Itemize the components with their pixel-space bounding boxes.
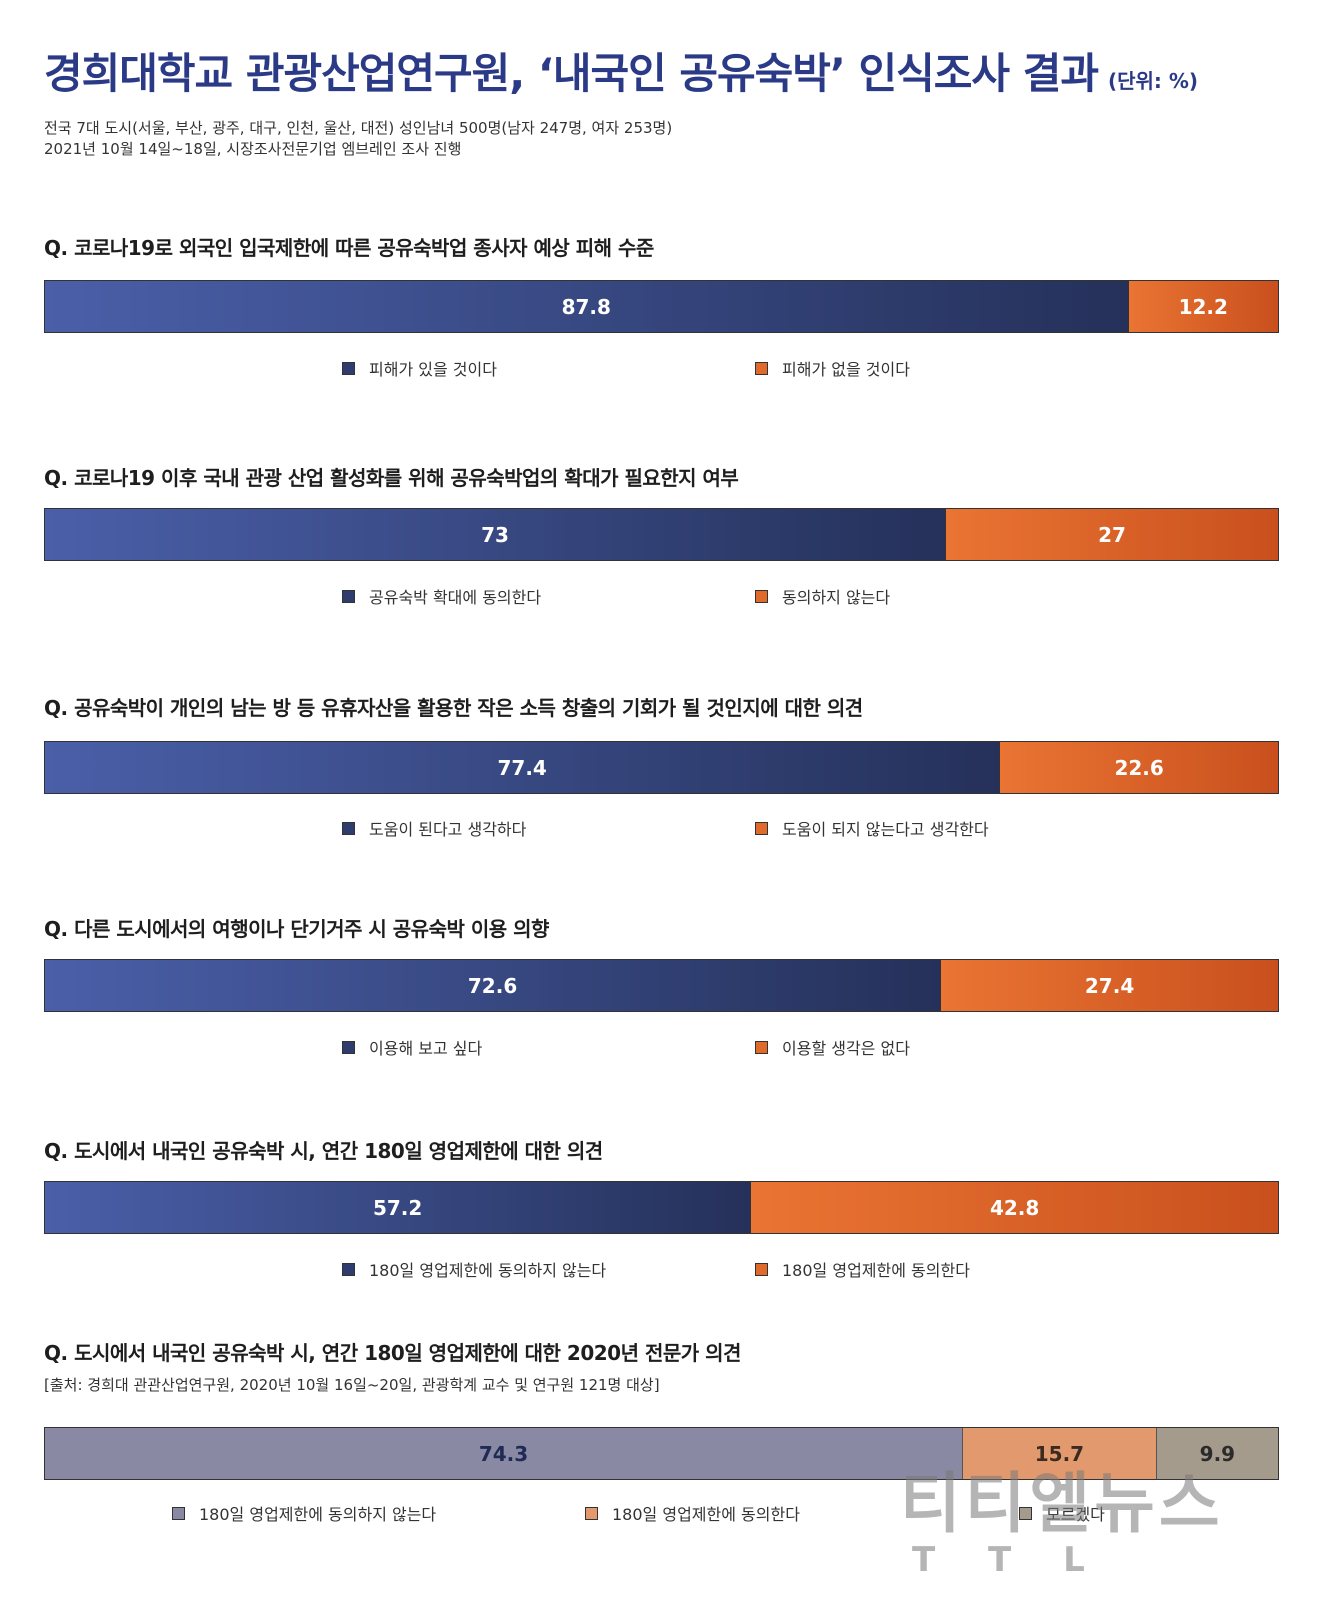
legend-label: 피해가 없을 것이다 bbox=[782, 360, 910, 379]
legend-swatch bbox=[585, 1506, 598, 1520]
question-title: Q. 도시에서 내국인 공유숙박 시, 연간 180일 영업제한에 대한 의견 bbox=[44, 1139, 603, 1163]
legend-swatch bbox=[755, 821, 768, 835]
data-label: 27 bbox=[1098, 522, 1126, 547]
legend-swatch bbox=[342, 1040, 355, 1054]
legend-item: 도움이 되지 않는다고 생각한다 bbox=[755, 816, 989, 840]
legend-item: 180일 영업제한에 동의한다 bbox=[585, 1501, 800, 1525]
watermark-sub: TTL bbox=[912, 1540, 1137, 1580]
survey-meta: 전국 7대 도시(서울, 부산, 광주, 대구, 인천, 울산, 대전) 성인남… bbox=[44, 118, 672, 160]
survey-meta-line2: 2021년 10월 14일~18일, 시장조사전문기업 엠브레인 조사 진행 bbox=[44, 140, 462, 158]
legend-swatch bbox=[342, 589, 355, 603]
stacked-bar: 74.3 15.7 9.9 bbox=[44, 1427, 1279, 1480]
data-label: 42.8 bbox=[989, 1195, 1040, 1220]
legend-swatch bbox=[342, 361, 355, 375]
data-label: 87.8 bbox=[561, 294, 611, 319]
data-label: 15.7 bbox=[1034, 1441, 1085, 1466]
bar-segment: 27.4 bbox=[940, 960, 1278, 1011]
bar-segment: 74.3 bbox=[45, 1428, 963, 1479]
bar-segment: 27 bbox=[945, 509, 1278, 560]
data-label: 27.4 bbox=[1084, 973, 1135, 998]
question-title: Q. 다른 도시에서의 여행이나 단기거주 시 공유숙박 이용 의향 bbox=[44, 917, 549, 941]
legend: 도움이 된다고 생각하다 도움이 되지 않는다고 생각한다 bbox=[44, 816, 1279, 840]
legend-item: 도움이 된다고 생각하다 bbox=[342, 816, 526, 840]
question-title: Q. 코로나19로 외국인 입국제한에 따른 공유숙박업 종사자 예상 피해 수… bbox=[44, 236, 654, 260]
chart-section-5: Q. 도시에서 내국인 공유숙박 시, 연간 180일 영업제한에 대한 의견 … bbox=[44, 1135, 1281, 1280]
unit-label: (단위: %) bbox=[1107, 69, 1199, 93]
chart-section-1: Q. 코로나19로 외국인 입국제한에 따른 공유숙박업 종사자 예상 피해 수… bbox=[44, 232, 1281, 379]
data-label: 72.6 bbox=[467, 973, 518, 998]
stacked-bar: 72.6 27.4 bbox=[44, 959, 1279, 1012]
bar-segment: 9.9 bbox=[1155, 1428, 1278, 1479]
chart-section-2: Q. 코로나19 이후 국내 관광 산업 활성화를 위해 공유숙박업의 확대가 … bbox=[44, 462, 1281, 607]
stacked-bar: 57.2 42.8 bbox=[44, 1181, 1279, 1234]
bar-segment: 72.6 bbox=[45, 960, 941, 1011]
legend-swatch bbox=[342, 821, 355, 835]
chart-section-6: Q. 도시에서 내국인 공유숙박 시, 연간 180일 영업제한에 대한 202… bbox=[44, 1337, 1281, 1524]
legend-item: 이용해 보고 싶다 bbox=[342, 1035, 482, 1059]
legend: 180일 영업제한에 동의하지 않는다 180일 영업제한에 동의한다 모르겠다 bbox=[44, 1501, 1279, 1525]
stacked-bar: 73 27 bbox=[44, 508, 1279, 561]
legend-swatch bbox=[755, 1040, 768, 1054]
bar-segment: 22.6 bbox=[999, 742, 1278, 793]
legend-item: 공유숙박 확대에 동의한다 bbox=[342, 584, 541, 608]
data-label: 22.6 bbox=[1114, 755, 1164, 780]
legend-label: 모르겠다 bbox=[1046, 1505, 1105, 1524]
legend-swatch bbox=[342, 1262, 355, 1276]
data-label: 74.3 bbox=[478, 1441, 529, 1466]
legend-item: 모르겠다 bbox=[1019, 1501, 1105, 1525]
legend-label: 이용해 보고 싶다 bbox=[369, 1039, 483, 1058]
legend-label: 도움이 된다고 생각하다 bbox=[369, 820, 527, 839]
question-title: Q. 도시에서 내국인 공유숙박 시, 연간 180일 영업제한에 대한 202… bbox=[44, 1341, 741, 1365]
legend-item: 동의하지 않는다 bbox=[755, 584, 890, 608]
source-note: [출처: 경희대 관관산업연구원, 2020년 10월 16일~20일, 관광학… bbox=[44, 1376, 660, 1394]
bar-segment: 42.8 bbox=[750, 1182, 1278, 1233]
legend-swatch bbox=[755, 589, 768, 603]
data-label: 77.4 bbox=[497, 755, 547, 780]
legend-swatch bbox=[1019, 1506, 1032, 1520]
data-label: 73 bbox=[481, 522, 509, 547]
legend-swatch bbox=[755, 1262, 768, 1276]
bar-segment: 73 bbox=[45, 509, 946, 560]
question-title: Q. 공유숙박이 개인의 남는 방 등 유휴자산을 활용한 작은 소득 창출의 … bbox=[44, 696, 863, 720]
legend-label: 180일 영업제한에 동의하지 않는다 bbox=[199, 1505, 437, 1524]
legend: 이용해 보고 싶다 이용할 생각은 없다 bbox=[44, 1035, 1279, 1059]
survey-meta-line1: 전국 7대 도시(서울, 부산, 광주, 대구, 인천, 울산, 대전) 성인남… bbox=[44, 119, 673, 137]
legend-label: 180일 영업제한에 동의한다 bbox=[782, 1261, 970, 1280]
bar-segment: 15.7 bbox=[962, 1428, 1156, 1479]
legend-label: 공유숙박 확대에 동의한다 bbox=[369, 588, 542, 607]
legend-label: 180일 영업제한에 동의한다 bbox=[612, 1505, 800, 1524]
legend: 피해가 있을 것이다 피해가 없을 것이다 bbox=[44, 356, 1279, 380]
title-row: 경희대학교 관광산업연구원, ‘내국인 공유숙박’ 인식조사 결과 (단위: %) bbox=[44, 40, 1279, 101]
legend-swatch bbox=[755, 361, 768, 375]
legend-label: 피해가 있을 것이다 bbox=[369, 360, 497, 379]
stacked-bar: 77.4 22.6 bbox=[44, 741, 1279, 794]
question-title: Q. 코로나19 이후 국내 관광 산업 활성화를 위해 공유숙박업의 확대가 … bbox=[44, 466, 739, 490]
legend-item: 이용할 생각은 없다 bbox=[755, 1035, 910, 1059]
data-label: 12.2 bbox=[1178, 294, 1228, 319]
chart-section-3: Q. 공유숙박이 개인의 남는 방 등 유휴자산을 활용한 작은 소득 창출의 … bbox=[44, 692, 1281, 839]
legend: 공유숙박 확대에 동의한다 동의하지 않는다 bbox=[44, 584, 1279, 608]
bar-segment: 87.8 bbox=[45, 281, 1128, 332]
data-label: 57.2 bbox=[372, 1195, 423, 1220]
legend-label: 180일 영업제한에 동의하지 않는다 bbox=[369, 1261, 607, 1280]
legend-item: 180일 영업제한에 동의하지 않는다 bbox=[342, 1257, 606, 1281]
chart-section-4: Q. 다른 도시에서의 여행이나 단기거주 시 공유숙박 이용 의향 72.6 2… bbox=[44, 913, 1281, 1058]
stacked-bar: 87.8 12.2 bbox=[44, 280, 1279, 333]
data-label: 9.9 bbox=[1199, 1441, 1236, 1466]
bar-segment: 12.2 bbox=[1127, 281, 1278, 332]
legend-item: 피해가 있을 것이다 bbox=[342, 356, 497, 380]
legend-item: 피해가 없을 것이다 bbox=[755, 356, 910, 380]
legend-item: 180일 영업제한에 동의한다 bbox=[755, 1257, 970, 1281]
legend-item: 180일 영업제한에 동의하지 않는다 bbox=[172, 1501, 436, 1525]
bar-segment: 77.4 bbox=[45, 742, 1000, 793]
legend-swatch bbox=[172, 1506, 185, 1520]
legend-label: 도움이 되지 않는다고 생각한다 bbox=[782, 820, 989, 839]
legend: 180일 영업제한에 동의하지 않는다 180일 영업제한에 동의한다 bbox=[44, 1257, 1279, 1281]
bar-segment: 57.2 bbox=[45, 1182, 751, 1233]
legend-label: 동의하지 않는다 bbox=[782, 588, 891, 607]
page-title: 경희대학교 관광산업연구원, ‘내국인 공유숙박’ 인식조사 결과 bbox=[44, 49, 1099, 98]
legend-label: 이용할 생각은 없다 bbox=[782, 1039, 910, 1058]
